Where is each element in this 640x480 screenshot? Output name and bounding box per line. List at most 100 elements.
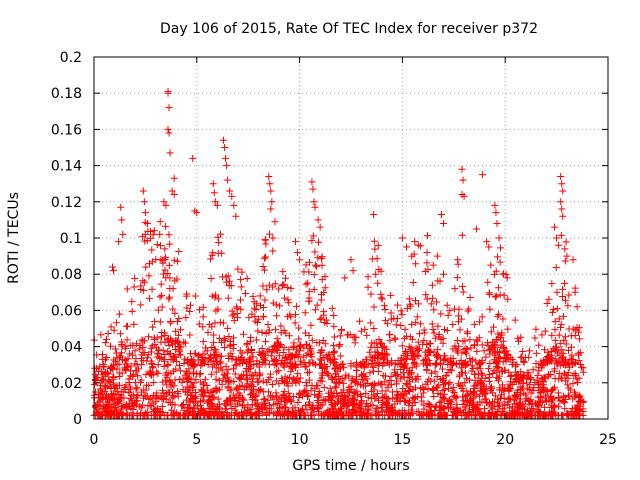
data-point bbox=[431, 368, 439, 376]
data-point bbox=[307, 350, 315, 358]
data-point bbox=[311, 361, 319, 369]
data-point bbox=[205, 393, 213, 401]
data-point bbox=[123, 336, 131, 344]
data-point bbox=[314, 392, 322, 400]
data-point bbox=[542, 391, 550, 399]
data-point bbox=[347, 362, 355, 370]
data-point bbox=[275, 343, 283, 351]
data-point bbox=[370, 324, 378, 332]
data-point bbox=[483, 339, 491, 347]
data-point bbox=[341, 374, 349, 382]
data-point bbox=[116, 353, 124, 361]
data-point bbox=[315, 238, 323, 246]
data-point bbox=[102, 400, 110, 408]
data-point bbox=[143, 357, 151, 365]
data-point bbox=[301, 359, 309, 367]
data-point bbox=[295, 335, 303, 343]
data-point bbox=[433, 353, 441, 361]
data-point bbox=[318, 347, 326, 355]
data-point bbox=[310, 359, 318, 367]
data-point bbox=[143, 381, 150, 389]
data-point bbox=[113, 349, 121, 357]
data-point bbox=[455, 360, 463, 368]
data-point bbox=[459, 337, 467, 345]
data-point bbox=[144, 333, 152, 341]
data-point bbox=[486, 350, 494, 358]
data-point bbox=[309, 401, 317, 409]
data-point bbox=[145, 294, 153, 302]
data-point bbox=[447, 360, 455, 368]
data-point bbox=[374, 367, 382, 375]
data-point bbox=[183, 304, 191, 312]
data-point bbox=[421, 329, 429, 337]
data-point bbox=[284, 382, 292, 390]
data-point bbox=[186, 301, 194, 309]
data-point bbox=[172, 345, 180, 353]
data-point bbox=[186, 331, 194, 339]
data-point bbox=[423, 259, 431, 267]
data-point bbox=[146, 401, 154, 409]
data-point bbox=[464, 410, 472, 418]
data-point bbox=[529, 387, 537, 395]
data-point bbox=[360, 364, 368, 372]
data-point bbox=[235, 398, 243, 406]
data-point bbox=[540, 374, 548, 382]
data-point bbox=[394, 391, 402, 399]
data-point bbox=[271, 280, 279, 288]
data-point bbox=[171, 339, 179, 347]
data-point bbox=[420, 401, 428, 409]
data-point bbox=[169, 367, 177, 375]
data-point bbox=[499, 381, 507, 389]
data-point bbox=[273, 338, 281, 346]
data-point bbox=[119, 410, 127, 418]
data-point bbox=[545, 370, 553, 378]
data-point bbox=[378, 398, 386, 406]
data-point bbox=[316, 390, 324, 398]
data-point bbox=[130, 391, 138, 399]
data-point bbox=[318, 253, 326, 261]
data-point bbox=[267, 352, 275, 360]
data-point bbox=[311, 385, 319, 393]
data-point bbox=[187, 379, 195, 387]
data-point bbox=[125, 388, 133, 396]
data-point bbox=[321, 340, 329, 348]
data-point bbox=[254, 402, 262, 410]
data-point bbox=[381, 306, 389, 314]
data-point bbox=[230, 201, 238, 209]
data-point bbox=[571, 288, 579, 296]
data-point bbox=[488, 398, 496, 406]
data-point bbox=[453, 337, 461, 345]
data-point bbox=[408, 335, 416, 343]
data-point bbox=[261, 236, 269, 244]
data-point bbox=[253, 318, 261, 326]
data-point bbox=[516, 391, 524, 399]
data-point bbox=[231, 406, 239, 414]
data-point bbox=[314, 216, 322, 224]
data-point bbox=[207, 388, 215, 396]
data-point bbox=[453, 393, 461, 401]
data-point bbox=[221, 372, 229, 380]
data-point bbox=[439, 404, 447, 412]
data-point bbox=[186, 386, 194, 394]
data-point bbox=[501, 353, 509, 361]
data-point bbox=[449, 361, 457, 369]
data-point bbox=[276, 302, 284, 310]
data-point bbox=[441, 405, 449, 413]
data-point bbox=[212, 350, 220, 358]
data-point bbox=[226, 187, 234, 195]
data-point bbox=[460, 192, 468, 200]
data-point bbox=[402, 380, 410, 388]
data-point bbox=[291, 238, 299, 246]
data-point bbox=[172, 327, 180, 335]
data-point bbox=[546, 392, 554, 400]
data-point bbox=[218, 249, 226, 257]
data-point bbox=[574, 401, 582, 409]
data-point bbox=[115, 310, 123, 318]
data-point bbox=[278, 282, 286, 290]
data-point bbox=[458, 368, 466, 376]
data-point bbox=[377, 267, 385, 275]
x-tick-label: 0 bbox=[90, 432, 99, 448]
data-point bbox=[125, 375, 133, 383]
data-point bbox=[550, 401, 558, 409]
data-point bbox=[553, 359, 561, 367]
